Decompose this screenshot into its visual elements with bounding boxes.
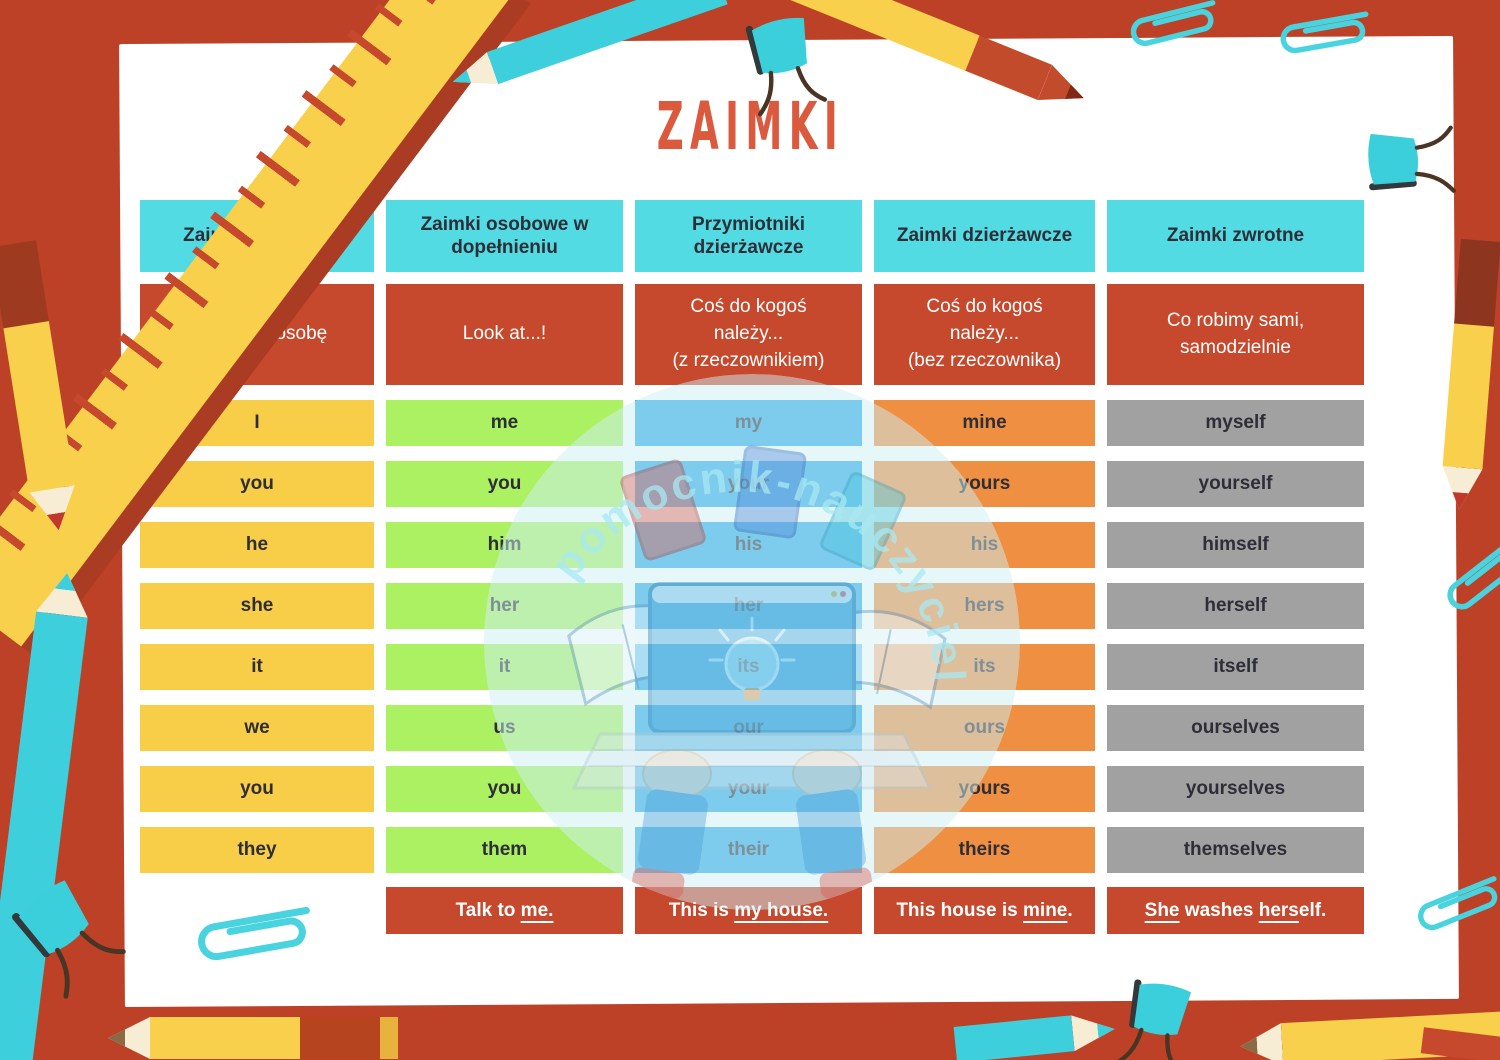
word-cell: themselves — [1107, 827, 1364, 873]
word-cell: me — [386, 400, 623, 446]
example-highlight: She — [1144, 899, 1180, 921]
word-cell: you — [386, 461, 623, 507]
example-text: . — [1067, 899, 1073, 921]
word-cell: it — [140, 644, 374, 690]
word-cell: ourselves — [1107, 705, 1364, 751]
column-description: Co robimy sami, samodzielnie — [1107, 284, 1364, 385]
column-object: Zaimki osobowe w dopełnieniu Look at...! m… — [386, 200, 623, 934]
column-header: Zaimki osobowe w dopełnieniu — [386, 200, 623, 272]
binder-clip-icon — [734, 7, 836, 125]
word-cell: yourself — [1107, 461, 1364, 507]
word-cell: their — [635, 827, 862, 873]
word-cell: itself — [1107, 644, 1364, 690]
column-header: Zaimki dzierżawcze — [874, 200, 1095, 272]
word-cell: his — [635, 522, 862, 568]
word-cell: we — [140, 705, 374, 751]
word-cell: it — [386, 644, 623, 690]
column-possessive-pronouns: Zaimki dzierżawcze Coś do kogoś należy...… — [874, 200, 1095, 934]
column-header: Przymiotniki dzierżawcze — [635, 200, 862, 272]
word-cell: her — [386, 583, 623, 629]
word-cell: she — [140, 583, 374, 629]
word-cell: you — [140, 461, 374, 507]
example-text: This is — [668, 899, 735, 921]
word-cell: us — [386, 705, 623, 751]
word-cell: my — [635, 400, 862, 446]
word-cell: mine — [874, 400, 1095, 446]
column-reflexive: Zaimki zwrotne Co robimy sami, samodzieln… — [1107, 200, 1364, 934]
example-sentence: This house is mine. — [874, 887, 1095, 934]
example-highlight: my house. — [734, 899, 829, 921]
word-cell: its — [635, 644, 862, 690]
column-description: Coś do kogoś należy... (bez rzeczownika) — [874, 284, 1095, 385]
word-cell: herself — [1107, 583, 1364, 629]
column-possessive-adjectives: Przymiotniki dzierżawcze Coś do kogoś nal… — [635, 200, 862, 934]
word-cell: her — [635, 583, 862, 629]
word-cell: you — [140, 766, 374, 812]
word-cell: they — [140, 827, 374, 873]
word-cell: them — [386, 827, 623, 873]
word-cell: you — [386, 766, 623, 812]
column-header: Zaimki zwrotne — [1107, 200, 1364, 272]
word-cell: yourselves — [1107, 766, 1364, 812]
example-text: washes — [1179, 899, 1259, 921]
word-cell: he — [140, 522, 374, 568]
example-sentence: This is my house. — [635, 887, 862, 934]
word-cell: our — [635, 705, 862, 751]
example-sentence: Talk to me. — [386, 887, 623, 934]
word-cell: himself — [1107, 522, 1364, 568]
page-title: ZAIMKI — [656, 87, 844, 165]
word-cell: your — [635, 766, 862, 812]
word-cell: theirs — [874, 827, 1095, 873]
column-description: Coś do kogoś należy... (z rzeczownikiem) — [635, 284, 862, 385]
yellow-pencil-bottom-left-decoration — [108, 1017, 398, 1059]
example-text: Talk to — [455, 899, 521, 921]
column-description: Look at...! — [386, 284, 623, 385]
word-cell: ours — [874, 705, 1095, 751]
cyan-pencil-bottom-decoration — [953, 1011, 1117, 1060]
word-cell: hers — [874, 583, 1095, 629]
example-sentence: She washes hers elf. — [1107, 887, 1364, 934]
word-cell: him — [386, 522, 623, 568]
word-cell: myself — [1107, 400, 1364, 446]
example-highlight: mine — [1023, 899, 1068, 921]
example-highlight: me. — [520, 899, 554, 921]
pronoun-table: Zaimki osoboweZastępują osobęIyouhesheit… — [140, 200, 1364, 934]
word-cell: yours — [874, 461, 1095, 507]
word-cell: yours — [874, 766, 1095, 812]
example-text: This house is — [896, 899, 1024, 921]
example-text: elf. — [1298, 899, 1327, 921]
word-cell: his — [874, 522, 1095, 568]
binder-clip-icon — [1363, 119, 1463, 201]
word-cell: its — [874, 644, 1095, 690]
example-highlight: hers — [1258, 899, 1299, 921]
word-cell: your — [635, 461, 862, 507]
